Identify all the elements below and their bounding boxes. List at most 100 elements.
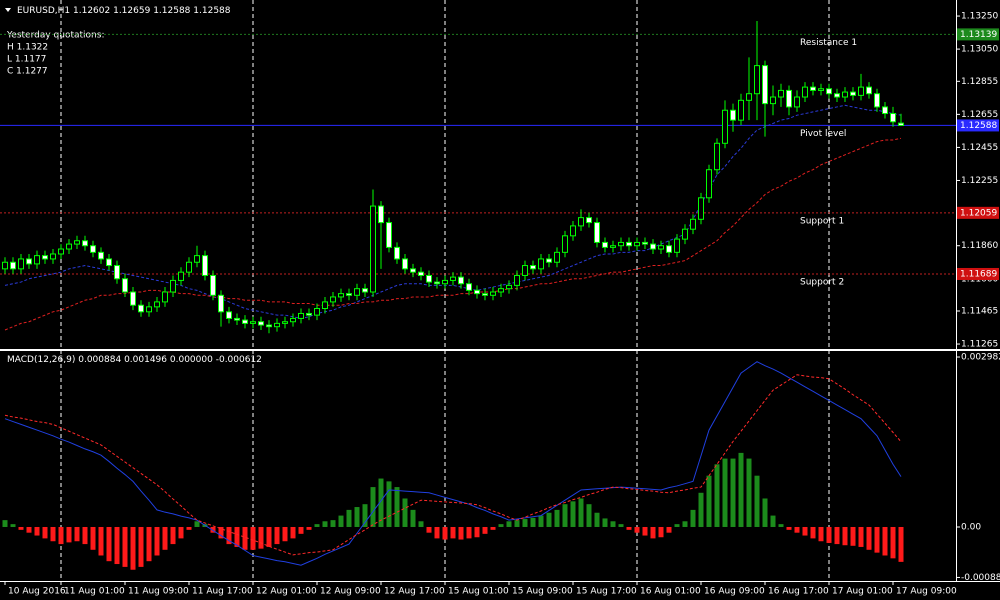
candle-body (858, 86, 864, 96)
candle-body (354, 288, 360, 296)
histogram-bar (594, 512, 600, 527)
candle-body (346, 293, 352, 296)
candle-body (10, 261, 16, 270)
histogram-bar (578, 498, 584, 527)
candle-body (90, 245, 96, 253)
candle-body (82, 240, 88, 247)
histogram-bar (442, 526, 448, 540)
candle-body (874, 93, 880, 108)
candle-body (482, 293, 488, 296)
candle-body (290, 317, 296, 323)
candle-body (538, 258, 544, 270)
histogram-bar (194, 521, 200, 527)
histogram-bar (554, 509, 560, 527)
candle-body (474, 289, 480, 295)
histogram-bar (618, 524, 624, 527)
histogram-bar (2, 520, 8, 527)
candle-body (506, 284, 512, 290)
candle-body (274, 322, 280, 328)
candle-body (674, 238, 680, 253)
candle-body (594, 222, 600, 243)
histogram-bar (882, 526, 888, 556)
histogram-bar (738, 452, 744, 527)
candle-body (898, 122, 904, 126)
histogram-bar (890, 526, 896, 559)
candle-body (42, 255, 48, 260)
candle-body (234, 317, 240, 321)
y-tick-label: 1.11860 (961, 241, 998, 251)
candle-body (282, 321, 288, 324)
histogram-bar (114, 526, 120, 565)
histogram-bar (282, 526, 288, 542)
candle-body (378, 205, 384, 224)
histogram-bar (714, 464, 720, 527)
level-label: Pivot level (800, 129, 846, 139)
candle-body (178, 271, 184, 281)
histogram-bar (338, 515, 344, 527)
histogram-bar (650, 526, 656, 539)
y-tick-label: -0.000885 (961, 573, 1000, 583)
candle-body (322, 301, 328, 310)
candle-body (402, 258, 408, 270)
histogram-bar (498, 524, 504, 527)
candle-body (74, 240, 80, 245)
candle-body (154, 301, 160, 308)
menu-arrow[interactable] (5, 8, 11, 12)
histogram-value: -0.000612 (216, 355, 262, 365)
candle-body (330, 296, 336, 303)
histogram-bar (130, 526, 136, 570)
histogram-bar (642, 526, 648, 536)
histogram-bar (722, 458, 728, 527)
x-tick-label: 12 Aug 17:00 (384, 587, 445, 597)
candle-body (370, 205, 376, 293)
histogram-bar (802, 526, 808, 536)
candle-body (570, 225, 576, 237)
candle-body (18, 258, 24, 270)
candle-body (562, 235, 568, 253)
candle-body (682, 228, 688, 240)
histogram-bar (250, 526, 256, 550)
quote: C 1.1277 (7, 67, 48, 77)
histogram-bar (154, 526, 160, 556)
x-tick-label: 15 Aug 17:00 (576, 587, 637, 597)
level-price-box (957, 267, 999, 280)
x-tick-label: 17 Aug 09:00 (896, 587, 957, 597)
histogram-bar (82, 526, 88, 545)
x-tick-label: 16 Aug 17:00 (768, 587, 829, 597)
histogram-bar (530, 517, 536, 527)
candle-body (826, 88, 832, 95)
histogram-bar (762, 498, 768, 527)
high-value: 1.12659 (113, 6, 150, 16)
level-price-label: 1.13139 (960, 30, 997, 40)
histogram-bar (106, 526, 112, 562)
x-tick-label: 16 Aug 01:00 (640, 587, 701, 597)
candle-body (210, 274, 216, 296)
candle-body (418, 271, 424, 276)
histogram-bar (122, 526, 128, 567)
quotes-title: Yesterday quotations: (6, 31, 104, 41)
histogram-bar (386, 481, 392, 527)
histogram-bar (562, 504, 568, 527)
candle-body (50, 253, 56, 260)
histogram-bar (66, 526, 72, 543)
x-tick-label: 11 Aug 17:00 (192, 587, 253, 597)
histogram-bar (634, 526, 640, 533)
x-tick-label: 15 Aug 09:00 (512, 587, 573, 597)
histogram-bar (458, 526, 464, 540)
candle-body (450, 276, 456, 281)
histogram-bar (18, 526, 24, 530)
candle-body (106, 258, 112, 267)
histogram-bar (434, 526, 440, 539)
histogram-bar (546, 512, 552, 527)
histogram-bar (354, 507, 360, 527)
quote: L 1.1177 (7, 55, 46, 65)
candle-body (58, 248, 64, 255)
x-tick-label: 12 Aug 01:00 (256, 587, 317, 597)
x-tick-label: 11 Aug 01:00 (64, 587, 125, 597)
y-tick-label: 0.002982 (961, 353, 1000, 363)
macd-line (4, 374, 902, 556)
y-tick-label: 1.12255 (961, 176, 998, 186)
signal-value: 0.001496 (124, 355, 167, 365)
